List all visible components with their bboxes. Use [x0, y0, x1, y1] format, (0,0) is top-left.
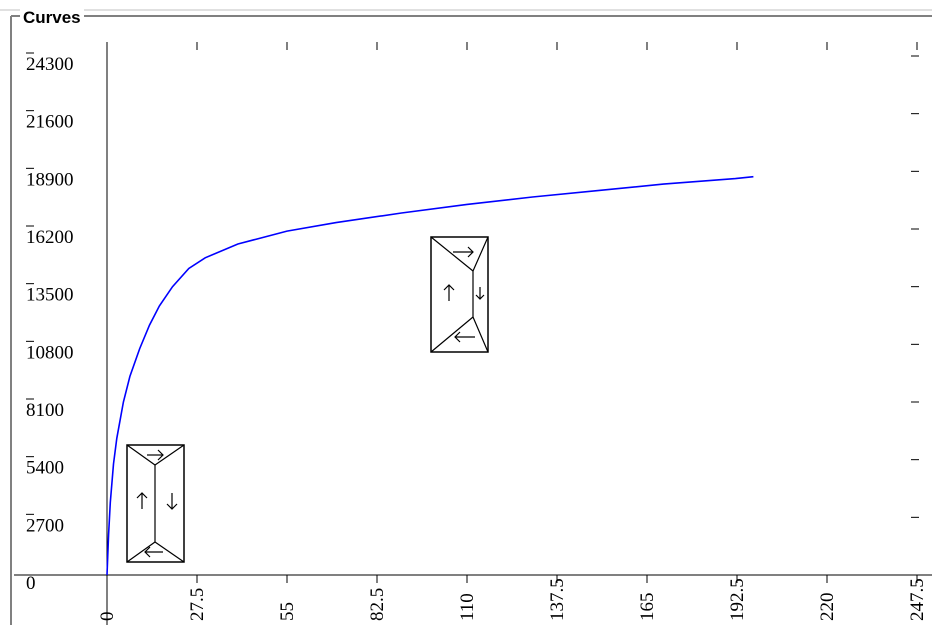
- x-tick-label: 82.5: [367, 588, 388, 621]
- y-tick-label: 13500: [26, 285, 74, 306]
- y-tick-label: 24300: [26, 54, 74, 75]
- y-tick-label: 10800: [26, 342, 74, 363]
- y-tick-labels: 0 2700 5400 8100 10800 13500 16200 18900 21600 24…: [26, 54, 74, 594]
- x-tick-label: 27.5: [187, 588, 208, 621]
- x-tick-labels: 0 27.5 55 82.5 110 137.5 165 192.5 220 247.5: [97, 578, 928, 621]
- x-tick-label: 137.5: [547, 578, 568, 621]
- x-tick-label: 110: [457, 593, 478, 621]
- x-tick-label: 247.5: [907, 578, 928, 621]
- x-tick-label: 220: [817, 593, 838, 622]
- panel-title: Curves: [20, 8, 84, 28]
- y-tick-label: 2700: [26, 515, 64, 536]
- x-tick-label: 165: [637, 593, 658, 622]
- y-tick-label: 8100: [26, 400, 64, 421]
- x-ticks: [106, 42, 918, 583]
- series-line: [106, 175, 754, 576]
- x-tick-label: 192.5: [727, 578, 748, 621]
- series-layer: [106, 175, 754, 576]
- y-ticks: [26, 52, 919, 518]
- cycle-arrows-icon: [126, 444, 185, 563]
- group-box-frame: [0, 9, 932, 625]
- x-tick-label: 55: [277, 602, 298, 621]
- y-tick-label: 0: [26, 573, 36, 594]
- cycle-arrows-icon: [430, 236, 489, 353]
- y-tick-label: 5400: [26, 458, 64, 479]
- x-tick-label: 0: [97, 612, 118, 622]
- y-tick-label: 21600: [26, 112, 74, 133]
- y-tick-label: 16200: [26, 227, 74, 248]
- y-tick-label: 18900: [26, 169, 74, 190]
